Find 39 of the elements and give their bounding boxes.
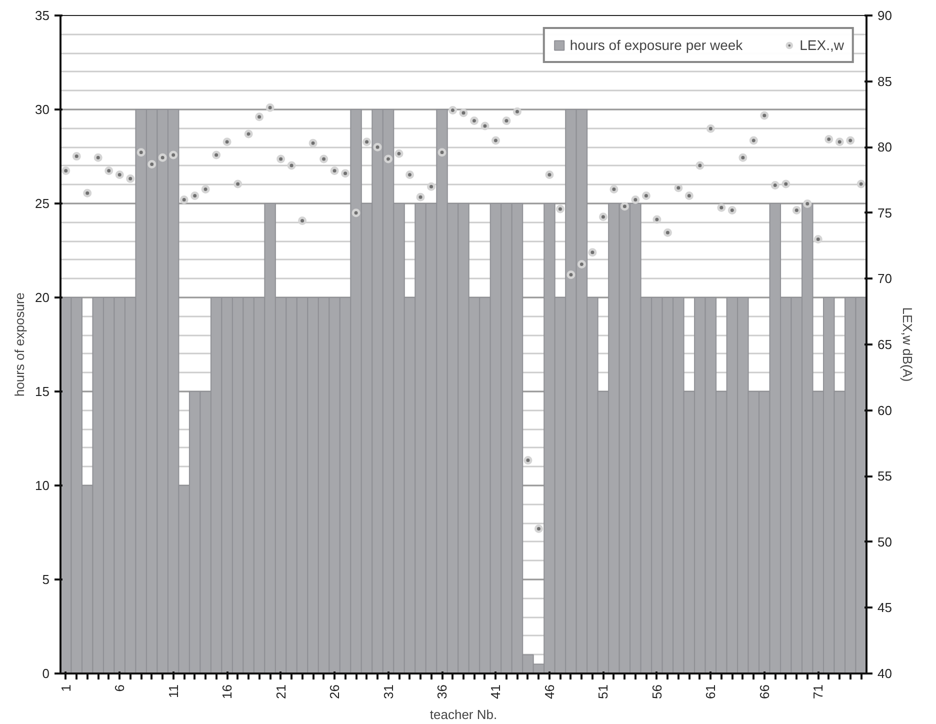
y-tick-label: 0 [42,666,50,681]
y2-tick-label: 90 [878,8,892,23]
x-tick-label: 56 [649,684,664,699]
x-tick-label: 51 [596,684,611,699]
x-tick-label: 61 [703,684,718,699]
x-tick-label: 71 [810,684,826,699]
x-tick-label: 21 [273,684,288,699]
x-tick-label: 41 [488,684,504,699]
legend-label: hours of exposure per week [570,37,743,53]
y2-axis-title: LEX,w dB(A) [900,307,915,382]
y2-tick-label: 55 [878,468,892,484]
x-tick-label: 46 [542,684,557,699]
y-tick-label: 10 [35,478,50,493]
x-tick-label: 36 [434,684,450,699]
y-tick-label: 30 [35,102,50,117]
x-tick-label: 66 [756,684,772,699]
y2-tick-label: 75 [878,205,892,220]
x-tick-label: 11 [166,684,181,698]
x-tick-label: 31 [380,684,396,699]
x-tick-label: 1 [58,684,74,692]
x-tick-label: 26 [327,684,342,699]
y2-tick-label: 65 [878,337,892,352]
y2-tick-label: 85 [878,74,892,89]
y2-tick-label: 50 [878,534,892,550]
legend-label: LEX.,w [800,37,844,53]
y-tick-label: 35 [35,8,50,23]
y2-tick-label: 70 [878,271,892,286]
y-tick-label: 25 [35,196,50,211]
x-axis-title: teacher Nb. [430,706,498,722]
y-tick-label: 20 [35,290,50,305]
x-tick-label: 6 [112,684,128,692]
y2-tick-label: 45 [878,600,892,616]
x-tick-label: 16 [220,684,235,699]
y-axis-title: hours of exposure [12,292,28,397]
y2-tick-label: 40 [878,666,892,681]
y-tick-label: 15 [35,384,50,399]
y-tick-label: 5 [42,572,50,587]
y2-tick-label: 80 [878,140,892,155]
y2-tick-label: 60 [878,402,892,418]
